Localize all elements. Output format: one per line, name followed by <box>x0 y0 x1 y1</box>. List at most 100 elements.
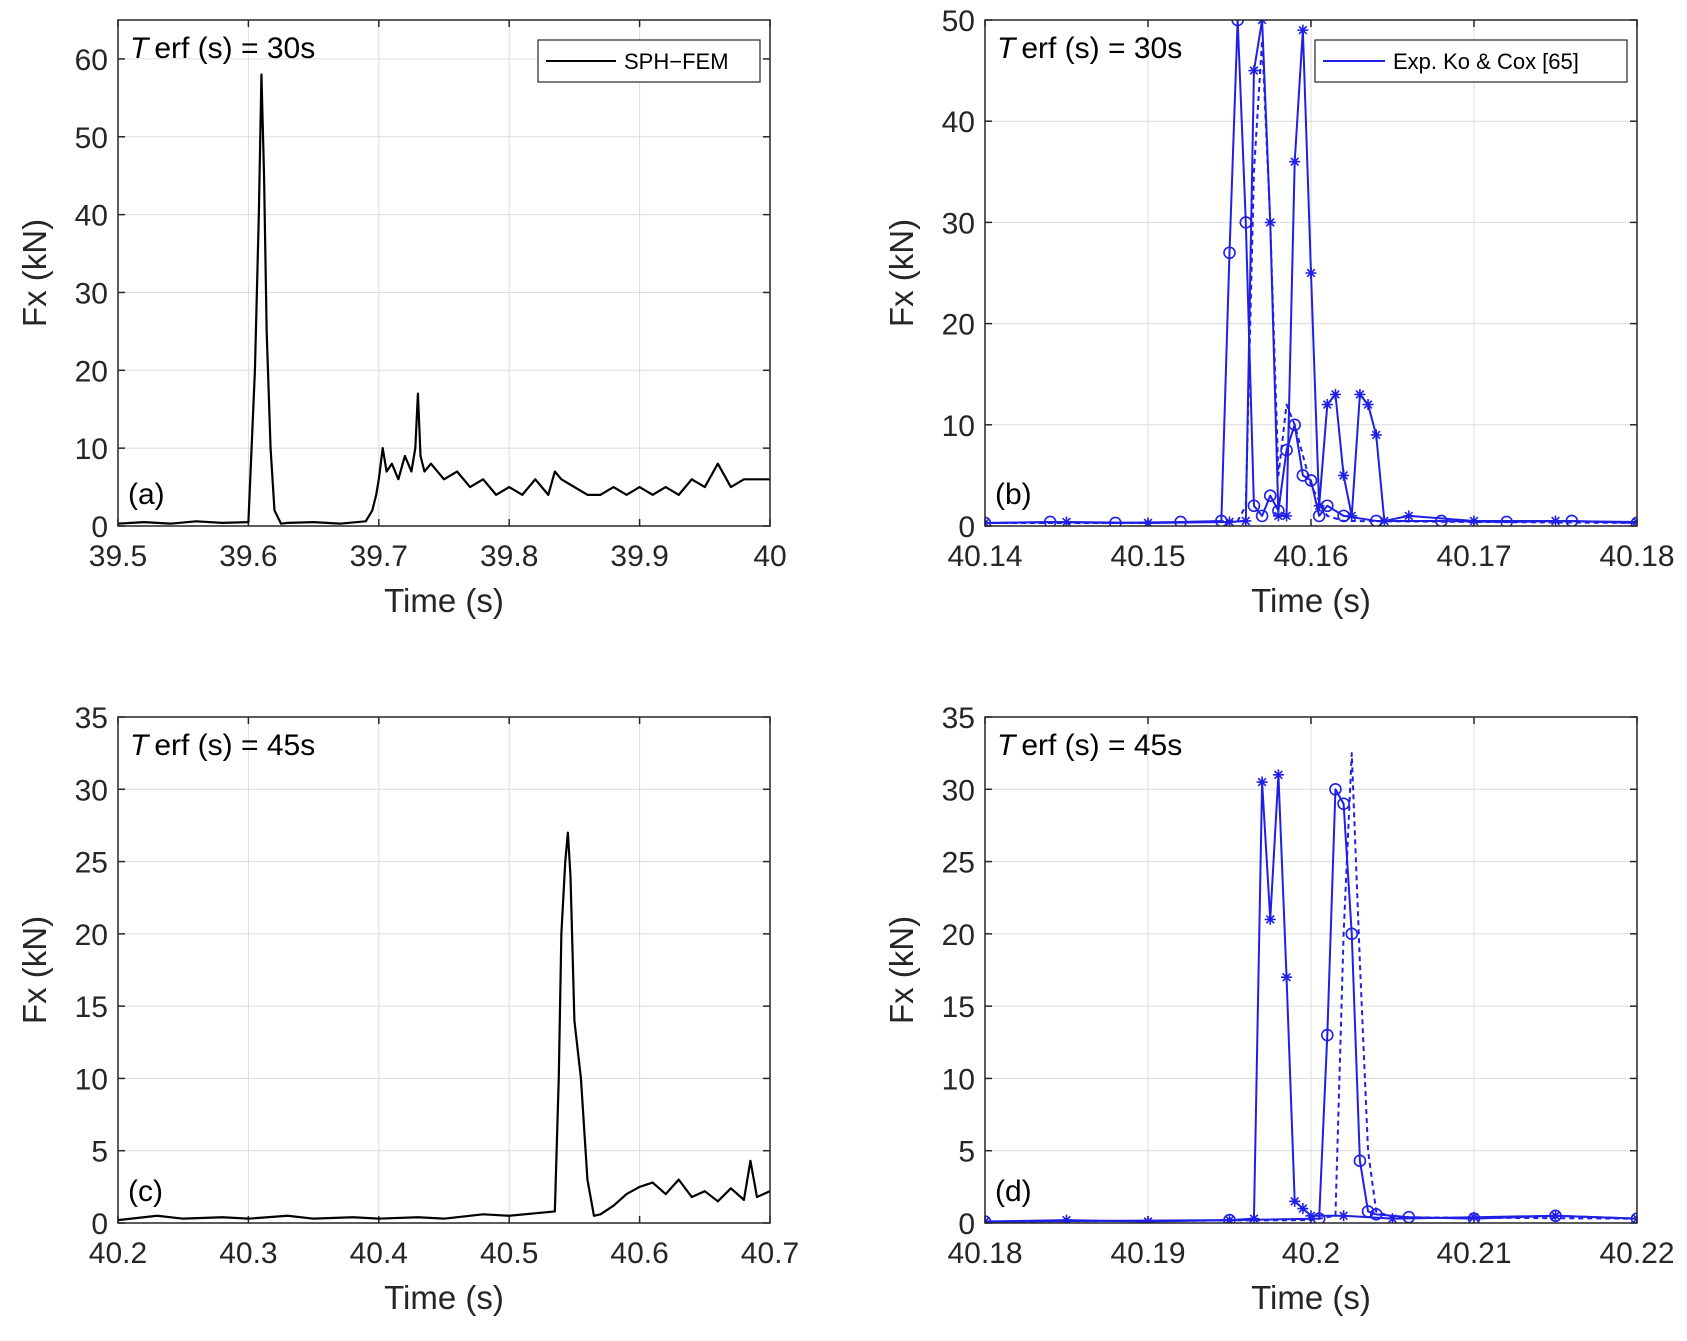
y-axis-label: Fx (kN) <box>883 219 920 327</box>
data-point-marker <box>1061 516 1072 526</box>
data-point-marker <box>1248 65 1260 77</box>
y-axis-label: Fx (kN) <box>16 916 53 1024</box>
panel-c: 40.2 40.3 40.4 40.5 40.6 40.7 0 5 10 15 20 25 30 35 Ti… <box>16 702 799 1316</box>
y-tick-label: 10 <box>942 1063 975 1096</box>
x-tick-label: 40.21 <box>1436 1237 1511 1270</box>
panel-b: 40.14 40.15 40.16 40.17 40.18 0 10 20 30 40 50 Time… <box>883 5 1675 619</box>
y-tick-label: 30 <box>75 277 108 310</box>
data-point-marker <box>1255 509 1269 523</box>
data-point-marker <box>1338 1210 1350 1222</box>
panel-label: (d) <box>995 1175 1032 1208</box>
data-point-marker <box>1305 1210 1317 1222</box>
plot-area <box>118 717 770 1223</box>
data-point-marker <box>1297 1203 1309 1215</box>
data-point-marker <box>1346 510 1358 522</box>
data-point-marker <box>1247 499 1261 513</box>
series-b-2 <box>985 20 1637 526</box>
y-tick-label: 0 <box>91 1208 108 1241</box>
data-point-marker <box>1354 388 1366 400</box>
series-line <box>118 73 770 525</box>
y-tick-label: 40 <box>942 106 975 139</box>
data-point-marker <box>1370 429 1382 441</box>
y-tick-label: 30 <box>75 774 108 807</box>
data-point-marker <box>1361 1205 1375 1218</box>
axes-frame <box>117 716 771 1224</box>
data-point-marker <box>1264 913 1276 925</box>
y-tick-label: 30 <box>942 207 975 240</box>
data-point-marker <box>1403 510 1415 522</box>
data-point-marker <box>1240 515 1252 526</box>
panel-a: 39.5 39.6 39.7 39.8 39.9 40 0 10 20 30 40 50 60 Time … <box>16 19 787 619</box>
y-tick-label: 40 <box>75 200 108 233</box>
data-point-marker <box>1223 246 1236 260</box>
data-point-marker <box>1378 515 1390 526</box>
x-tick-label: 40.7 <box>741 1237 799 1270</box>
data-point-marker <box>1468 515 1480 526</box>
legend: SPH−FEM <box>537 39 761 83</box>
data-point-marker <box>1321 399 1333 411</box>
y-tick-label: 35 <box>942 702 975 735</box>
y-tick-label: 50 <box>942 5 975 38</box>
x-tick-label: 40.22 <box>1599 1237 1674 1270</box>
y-tick-label: 30 <box>942 774 975 807</box>
data-point-marker <box>1338 469 1350 481</box>
data-point-marker <box>1256 776 1268 788</box>
x-tick-label: 39.8 <box>480 540 538 573</box>
series-line <box>985 39 1637 524</box>
data-point-marker <box>1630 1212 1637 1223</box>
y-tick-label: 10 <box>75 1063 108 1096</box>
series-line <box>985 20 1637 524</box>
period-text: erf (s) = 30s <box>154 32 315 65</box>
series-line <box>985 752 1637 1223</box>
y-tick-label: 35 <box>75 702 108 735</box>
data-point-marker <box>1362 399 1374 411</box>
y-tick-label: 10 <box>942 410 975 443</box>
data-point-marker <box>985 1215 992 1223</box>
y-tick-label: 50 <box>75 122 108 155</box>
axes-frame <box>984 716 1638 1224</box>
legend: Exp. Ko & Cox [65] <box>1314 39 1628 83</box>
data-point-marker <box>1281 971 1293 983</box>
x-tick-label: 40.3 <box>219 1237 277 1270</box>
y-tick-label: 20 <box>75 355 108 388</box>
x-tick-label: 40.5 <box>480 1237 538 1270</box>
x-tick-label: 40.14 <box>947 540 1022 573</box>
x-tick-label: 40.2 <box>89 1237 147 1270</box>
data-point-marker <box>1281 510 1293 522</box>
data-point-marker <box>1223 1213 1236 1223</box>
panel-label: (a) <box>128 478 165 511</box>
y-tick-label: 0 <box>958 511 975 544</box>
data-point-marker <box>1272 769 1284 781</box>
x-tick-label: 40.16 <box>1273 540 1348 573</box>
data-point-marker <box>1337 797 1350 811</box>
legend-entry: SPH−FEM <box>624 49 729 74</box>
y-axis-label: Fx (kN) <box>16 219 53 327</box>
data-point-marker <box>1329 782 1342 796</box>
x-tick-label: 40.19 <box>1110 1237 1185 1270</box>
period-text: erf (s) = 30s <box>1021 32 1182 65</box>
period-symbol: T <box>130 729 151 762</box>
period-symbol: T <box>130 32 151 65</box>
y-tick-label: 0 <box>91 511 108 544</box>
x-tick-label: 40.17 <box>1436 540 1511 573</box>
data-point-marker <box>1500 515 1513 526</box>
x-axis-label: Time (s) <box>384 582 504 619</box>
panel-label: (c) <box>128 1175 163 1208</box>
y-tick-label: 20 <box>75 919 108 952</box>
y-tick-label: 5 <box>91 1136 108 1169</box>
data-point-marker <box>1353 1154 1367 1168</box>
panel-d: 40.18 40.19 40.2 40.21 40.22 0 5 10 15 20 25 30 35 Ti… <box>883 702 1675 1316</box>
x-axis-label: Time (s) <box>1251 582 1371 619</box>
y-tick-label: 60 <box>75 44 108 77</box>
x-tick-label: 40.18 <box>947 1237 1022 1270</box>
y-tick-label: 10 <box>75 433 108 466</box>
x-tick-label: 40 <box>753 540 786 573</box>
series-c-1 <box>118 831 770 1222</box>
period-text: erf (s) = 45s <box>1021 729 1182 762</box>
data-point-marker <box>1289 1195 1301 1207</box>
data-point-marker <box>1305 267 1317 279</box>
x-tick-label: 39.6 <box>219 540 277 573</box>
